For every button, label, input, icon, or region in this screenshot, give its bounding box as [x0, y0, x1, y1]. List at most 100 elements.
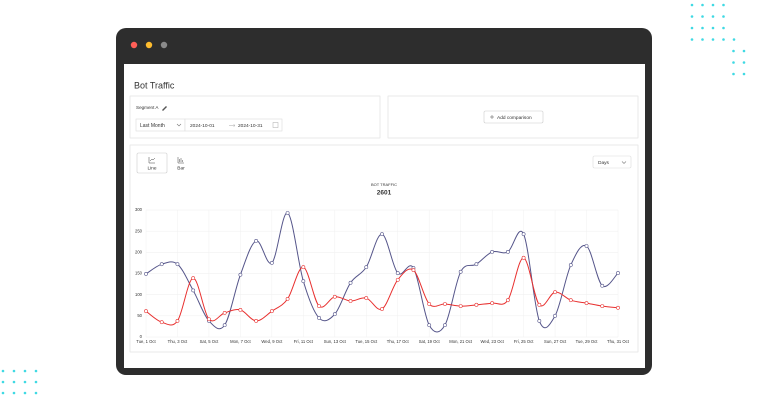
x-tick-label: Mon, 21 Oct [449, 339, 473, 344]
decor-dot [722, 26, 725, 30]
decor-dot [23, 369, 27, 373]
decor-dot [711, 3, 715, 7]
calendar-icon[interactable] [272, 122, 279, 128]
data-point [269, 309, 274, 314]
x-tick-label: Thu, 3 Oct [168, 339, 188, 344]
data-point [568, 298, 573, 303]
decor-dot [701, 26, 704, 30]
interval-dropdown[interactable] [592, 155, 632, 169]
x-tick-label: Tue, 15 Oct [355, 339, 378, 344]
decor-dot [12, 391, 16, 395]
data-point [317, 316, 321, 320]
decor-dot [690, 26, 694, 30]
data-point [254, 239, 259, 243]
decor-dot [722, 38, 725, 41]
decor-dot [34, 391, 38, 395]
data-point [175, 262, 180, 267]
data-point [568, 263, 573, 267]
data-point [505, 298, 510, 303]
data-point [222, 323, 227, 328]
range-arrow [229, 123, 236, 128]
add-comparison-button[interactable] [483, 110, 544, 124]
y-tick-label: 100 [135, 292, 143, 297]
x-tick-label: Sun, 27 Oct [544, 339, 567, 344]
data-point [537, 302, 542, 307]
decor-dot [711, 38, 715, 41]
data-point [616, 271, 620, 275]
chevron [621, 161, 627, 164]
data-point [364, 265, 369, 270]
data-point [458, 304, 463, 308]
tab-label[interactable]: Bar [177, 165, 185, 171]
data-point [144, 309, 148, 314]
tab-label: Line [147, 165, 156, 171]
x-tick-label: Fri, 11 Oct [294, 339, 314, 344]
y-tick-label: 200 [135, 249, 143, 254]
line-icon [148, 157, 156, 164]
decor-dot [34, 380, 38, 384]
data-point [411, 268, 416, 273]
data-point [159, 262, 164, 267]
data-point [332, 312, 337, 317]
date-range[interactable] [184, 118, 283, 132]
data-point [521, 255, 526, 260]
decor-dot [732, 72, 735, 76]
x-tick-label: Tue, 29 Oct [576, 339, 599, 344]
data-point [474, 262, 479, 267]
decoration [1, 3, 746, 395]
decor-dot [722, 15, 725, 18]
button-label: Add comparison [497, 115, 532, 121]
decor-dot [1, 380, 5, 384]
data-point [332, 294, 337, 299]
decor-dot [1, 369, 5, 373]
bar-icon[interactable] [177, 157, 184, 164]
data-point [301, 265, 306, 270]
data-point [458, 269, 463, 274]
decor-dot [701, 15, 704, 18]
y-tick-label: 50 [137, 313, 142, 318]
data-point [159, 320, 164, 325]
data-point [521, 232, 526, 237]
data-point [380, 232, 384, 237]
data-point [207, 317, 211, 322]
data-point [490, 301, 495, 306]
minimize-button[interactable] [145, 41, 153, 49]
data-point [364, 296, 369, 300]
decor-dot [701, 38, 704, 41]
data-point [553, 290, 557, 295]
decor-dot [23, 380, 27, 384]
end-date[interactable]: 2024-10-31 [238, 123, 263, 129]
data-point [191, 276, 196, 281]
data-point [317, 304, 321, 308]
chevron [176, 123, 182, 127]
data-point [443, 302, 447, 306]
maximize-button[interactable] [160, 41, 168, 49]
data-point [222, 310, 227, 315]
x-tick-label: Tue, 1 Oct [136, 339, 156, 344]
plot: 0 50 100 150 200 250 300 Tue, 1 Oct Thu, 3 Oct Sa… [135, 207, 630, 344]
data-point [474, 302, 479, 307]
close-button[interactable] [130, 41, 138, 49]
page-title: Bot Traffic [134, 80, 175, 90]
decor-dot [732, 61, 735, 64]
x-tick-label: Fri, 25 Oct [514, 339, 534, 344]
data-point [144, 272, 148, 276]
segment-label[interactable]: Segment A [136, 105, 159, 110]
data-point [427, 302, 432, 306]
data-point [616, 305, 620, 310]
start-date[interactable]: 2024-10-01 [190, 123, 215, 129]
edit-icon[interactable] [162, 106, 167, 111]
x-tick-label: Thu, 17 Oct [387, 339, 410, 344]
decor-dot [711, 15, 715, 18]
data-point [600, 304, 605, 308]
decor-dot [742, 49, 746, 53]
x-tick-label: Sat, 19 Oct [419, 339, 441, 344]
decor-dot [12, 380, 16, 384]
decor-dot [34, 369, 38, 373]
data-point [395, 271, 400, 275]
chart-panel [129, 144, 639, 353]
period-value: Last Month [140, 123, 165, 129]
x-tick-label: Sat, 5 Oct [200, 339, 219, 344]
data-point [427, 323, 432, 328]
data-point [395, 277, 400, 282]
